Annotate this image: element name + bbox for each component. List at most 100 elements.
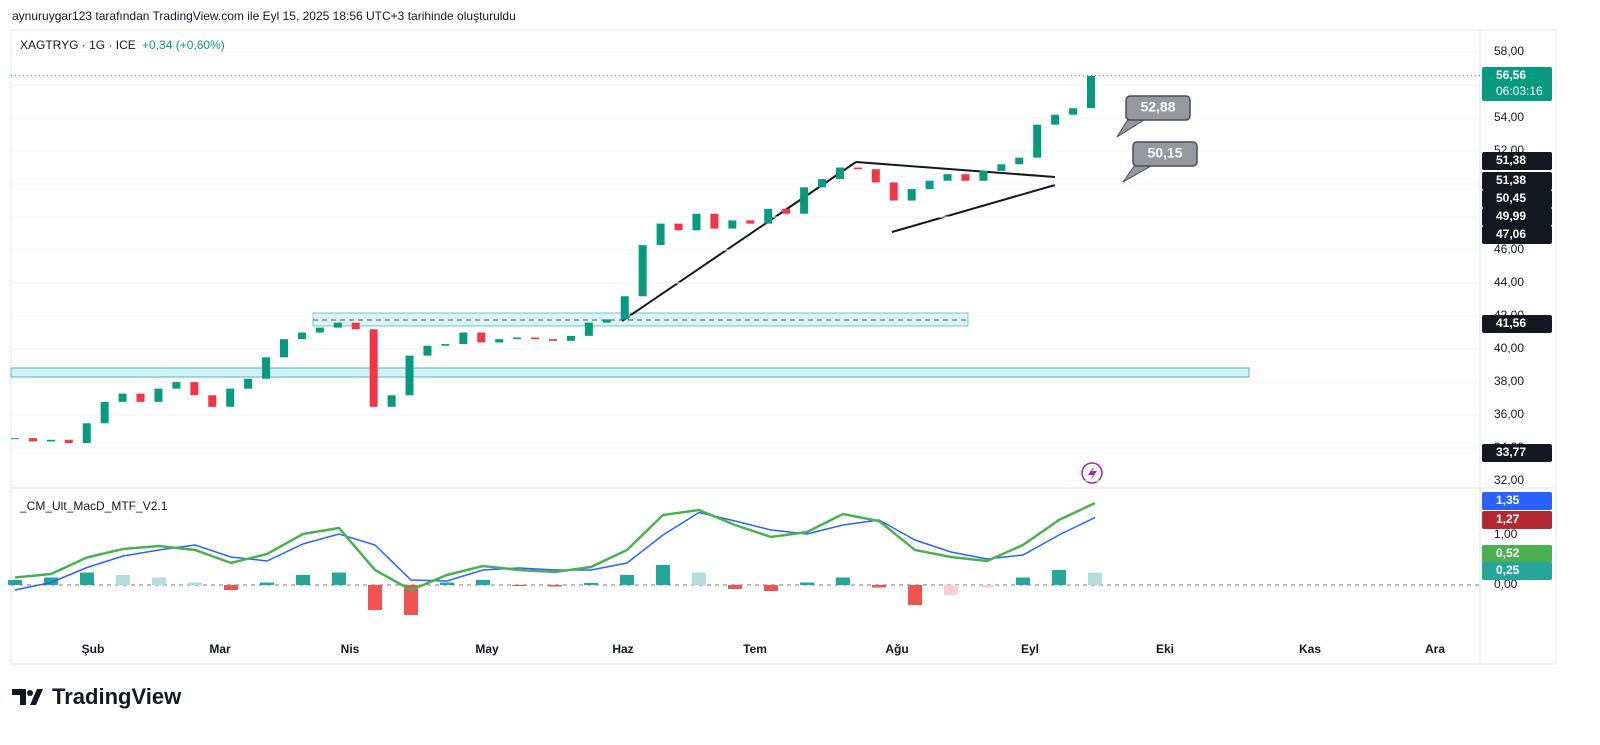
callout-label: 50,15: [1147, 145, 1182, 161]
price-badge-label: 41,56: [1496, 316, 1526, 330]
candle: [1015, 157, 1024, 165]
candle: [871, 169, 880, 183]
candle: [1033, 124, 1042, 158]
candle: [638, 245, 647, 297]
indicator-name[interactable]: _CM_Ult_MacD_MTF_V2.1: [19, 499, 168, 513]
y-tick-label: 46,00: [1494, 242, 1524, 256]
price-badge-label: 49,99: [1496, 209, 1526, 223]
triangle-top: [855, 161, 1056, 178]
price-badge-label: 47,06: [1496, 227, 1526, 241]
histogram-bar: [260, 582, 274, 585]
price-badge-label: 51,38: [1496, 173, 1526, 187]
macd-badge-label: 1,35: [1496, 493, 1520, 507]
countdown: 06:03:16: [1496, 84, 1543, 98]
price-badge-label: 51,38: [1496, 153, 1526, 167]
candle: [620, 296, 629, 320]
y-tick-label: 0,00: [1494, 577, 1518, 591]
logo-dot: [27, 690, 33, 696]
histogram-bar: [656, 565, 670, 585]
logo: TradingView: [12, 684, 182, 709]
candle: [100, 401, 109, 424]
candle: [584, 322, 593, 336]
triangle-bottom: [891, 184, 1056, 233]
price-badge: [1482, 172, 1552, 190]
candle: [1051, 114, 1060, 125]
candle: [728, 220, 737, 229]
x-tick-label: May: [475, 642, 499, 656]
alert-icon[interactable]: [1081, 462, 1103, 484]
histogram-bar: [8, 580, 22, 585]
histogram-bar: [332, 572, 346, 585]
y-tick-label: 44,00: [1494, 275, 1524, 289]
histogram-bar: [404, 585, 418, 615]
candle: [961, 174, 970, 181]
candle: [513, 337, 522, 340]
price-badge: [1482, 190, 1552, 208]
histogram-bar: [728, 585, 742, 589]
histogram-bar: [908, 585, 922, 605]
candle: [405, 355, 414, 396]
callout: [1132, 141, 1198, 167]
macd-badge: [1482, 511, 1552, 529]
candle: [208, 395, 217, 407]
candle: [82, 423, 91, 444]
histogram-bar: [80, 572, 94, 585]
candle: [64, 439, 73, 444]
histogram-bar: [620, 575, 634, 585]
price-badge: [1482, 152, 1552, 170]
macd-badge-label: 0,25: [1496, 563, 1520, 577]
x-tick-label: Ağu: [885, 642, 908, 656]
histogram-bar: [836, 577, 850, 585]
histogram-bar: [44, 577, 58, 585]
price-badge: [1482, 226, 1552, 244]
histogram-bar: [512, 585, 526, 586]
candle: [1069, 108, 1078, 115]
x-tick-label: Ara: [1425, 642, 1445, 656]
histogram-bar: [188, 582, 202, 585]
y-tick-label: 38,00: [1494, 374, 1524, 388]
candle: [28, 438, 37, 442]
trendline: [621, 161, 857, 322]
candle: [190, 382, 199, 396]
change: +0,34 (+0,60%): [142, 38, 225, 52]
x-tick-label: Nis: [341, 642, 360, 656]
price-badge-label: 50,45: [1496, 191, 1526, 205]
symbol[interactable]: XAGTRYG · 1G · ICE: [20, 38, 136, 52]
macd-badge: [1482, 492, 1552, 510]
histogram-bar: [980, 585, 994, 588]
x-tick-label: Tem: [743, 642, 767, 656]
candle: [262, 357, 271, 379]
x-tick-label: Mar: [209, 642, 231, 656]
macd-line: [14, 501, 1096, 592]
candle: [315, 327, 324, 333]
candle: [710, 213, 719, 229]
candle: [477, 332, 486, 343]
y-tick-label: 58,00: [1494, 44, 1524, 58]
histogram-bar: [224, 585, 238, 590]
chart-frame: [10, 29, 1557, 665]
candle: [387, 395, 396, 407]
histogram-bar: [692, 572, 706, 585]
brand: TradingView: [52, 684, 182, 709]
macd-badge: [1482, 562, 1552, 580]
candle: [441, 344, 450, 346]
y-tick-label: 40,00: [1494, 341, 1524, 355]
candle: [172, 382, 181, 389]
price-badge-label: 56,56: [1496, 68, 1526, 82]
histogram-bar: [584, 583, 598, 585]
candle: [118, 393, 127, 402]
candle: [943, 174, 952, 181]
x-tick-label: Haz: [612, 642, 633, 656]
candle: [674, 223, 683, 231]
y-tick-label: 32,00: [1494, 473, 1524, 487]
candle: [746, 220, 755, 224]
histogram-bar: [872, 585, 886, 588]
candle: [889, 182, 898, 201]
histogram-bar: [548, 585, 562, 587]
candle: [333, 322, 342, 328]
candle: [297, 332, 306, 340]
histogram-bar: [1016, 577, 1030, 585]
zone: [10, 367, 1250, 378]
macd-line: [14, 511, 1096, 591]
candle: [602, 319, 611, 323]
